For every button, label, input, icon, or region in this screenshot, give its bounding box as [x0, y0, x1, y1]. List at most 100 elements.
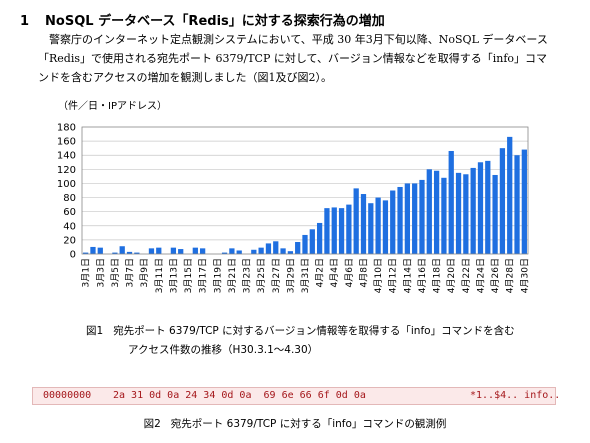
figure2-caption: 図2 宛先ポート 6379/TCP に対する「info」コマンドの観測例	[0, 416, 590, 431]
bar	[470, 167, 476, 254]
bar	[331, 207, 337, 254]
y-tick-label: 80	[63, 193, 76, 204]
bar	[265, 243, 272, 254]
bar	[90, 246, 96, 254]
figure1-label: 図1	[86, 325, 104, 337]
bar	[236, 250, 242, 254]
bar	[200, 248, 206, 254]
section-heading: 1 NoSQL データベース「Redis」に対する探索行為の増加	[20, 10, 385, 29]
x-tick-label: 4月10日	[373, 258, 384, 293]
bar	[273, 241, 279, 254]
bar	[433, 170, 440, 254]
bar	[492, 174, 498, 254]
x-tick-label: 4月26日	[490, 258, 501, 293]
x-tick-label: 4月6日	[344, 258, 355, 287]
x-tick-label: 3月23日	[242, 258, 253, 293]
bar	[280, 248, 286, 254]
x-tick-label: 3月13日	[168, 258, 179, 293]
figure2-caption-text: 宛先ポート 6379/TCP に対する「info」コマンドの観測例	[170, 418, 447, 430]
bar	[97, 247, 103, 254]
bar	[346, 204, 352, 254]
y-tick-label: 40	[63, 221, 76, 232]
x-tick-label: 4月14日	[402, 258, 413, 293]
figure1-caption: 図1 宛先ポート 6379/TCP に対するバージョン情報等を取得する「info」…	[86, 322, 556, 360]
bar	[397, 186, 403, 254]
x-tick-label: 3月19日	[212, 258, 223, 293]
x-tick-label: 4月18日	[432, 258, 443, 293]
bar	[229, 248, 235, 254]
bar	[119, 246, 125, 254]
bar	[463, 174, 469, 254]
access-count-chart: （件／日・IPアドレス） 0 20 40 60 80 100 120 140 160 180 3月…	[57, 100, 530, 293]
bar	[375, 197, 381, 254]
section-title: NoSQL データベース「Redis」に対する探索行為の増加	[45, 14, 385, 29]
bar	[390, 190, 396, 254]
bar	[192, 247, 198, 254]
bar	[83, 252, 89, 254]
bar	[170, 247, 177, 254]
bar	[287, 251, 294, 254]
bar	[477, 162, 484, 254]
bar	[309, 229, 315, 254]
x-tick-label: 3月15日	[183, 258, 194, 293]
plot-area-border	[81, 126, 529, 255]
x-tick-label: 4月2日	[315, 258, 326, 287]
x-tick-label: 4月4日	[329, 258, 340, 287]
bar	[302, 234, 308, 254]
bar	[507, 136, 513, 254]
x-tick-label: 4月30日	[519, 258, 530, 293]
x-tick-label: 3月27日	[271, 258, 282, 293]
figure1-caption-line2: アクセス件数の推移（H30.3.1～4.30）	[128, 344, 319, 356]
y-tick-label: 140	[57, 151, 76, 162]
hex-ascii: *1..$4.. info..	[470, 390, 561, 401]
bar	[112, 252, 118, 254]
bar	[258, 247, 264, 254]
x-tick-label: 4月12日	[388, 258, 399, 293]
x-tick-label: 3月9日	[139, 258, 150, 287]
bar	[521, 149, 527, 254]
bar	[485, 160, 491, 254]
x-tick-label: 3月31日	[300, 258, 311, 293]
x-tick-label: 4月8日	[358, 258, 369, 287]
x-tick-label: 3月17日	[198, 258, 209, 293]
hex-bytes: 2a 31 0d 0a 24 34 0d 0a 69 6e 66 6f 0d 0…	[113, 390, 366, 401]
body-paragraph: 警察庁のインターネット定点観測システムにおいて、平成 30 年3月下旬以降、No…	[38, 33, 548, 84]
y-tick-label: 100	[57, 179, 76, 190]
bar	[324, 208, 330, 254]
bar	[295, 242, 301, 254]
bar	[412, 183, 418, 254]
bar	[448, 150, 454, 254]
bar	[353, 188, 359, 254]
y-axis-label: （件／日・IPアドレス）	[58, 100, 167, 112]
x-tick-label: 3月3日	[95, 258, 106, 287]
bar	[426, 169, 432, 254]
bar	[514, 155, 520, 254]
bar	[316, 222, 323, 254]
bar	[382, 200, 389, 254]
bar	[455, 172, 462, 254]
bar	[178, 249, 184, 254]
bar	[360, 194, 367, 254]
bar	[221, 252, 228, 254]
bar	[419, 179, 425, 254]
bar	[156, 247, 162, 254]
hex-offset: 00000000	[43, 390, 92, 401]
bar	[404, 183, 410, 254]
y-tick-label: 20	[63, 235, 76, 246]
y-tick-label: 160	[57, 137, 76, 148]
x-tick-label: 3月11日	[154, 258, 165, 293]
bar	[126, 251, 133, 254]
y-tick-label: 60	[63, 207, 76, 218]
x-tick-label: 4月16日	[417, 258, 428, 293]
x-tick-label: 4月22日	[461, 258, 472, 293]
y-tick-label: 0	[70, 250, 76, 261]
y-tick-label: 180	[57, 123, 76, 134]
x-tick-label: 3月1日	[81, 258, 92, 287]
x-tick-label: 3月5日	[110, 258, 121, 287]
x-tick-label: 4月28日	[505, 258, 516, 293]
hex-dump-box: 00000000 2a 31 0d 0a 24 34 0d 0a 69 6e 6…	[32, 387, 560, 405]
bar	[499, 148, 506, 254]
x-tick-label: 3月25日	[256, 258, 267, 293]
x-tick-label: 4月24日	[475, 258, 486, 293]
bar	[134, 252, 140, 254]
